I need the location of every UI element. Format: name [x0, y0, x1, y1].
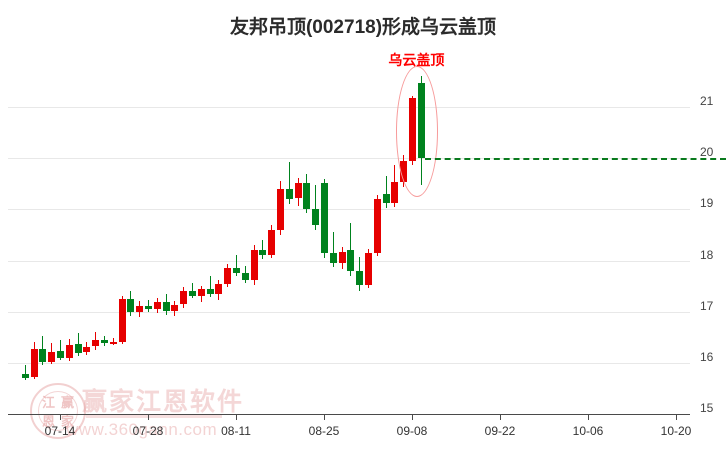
- x-tick-10-20: [676, 414, 677, 420]
- candle-body: [118, 299, 126, 343]
- candle-body: [206, 289, 214, 295]
- y-tick-label-21: 21: [700, 94, 714, 108]
- candle-body: [39, 348, 47, 362]
- y-tick-label-20: 20: [700, 145, 714, 160]
- x-tick-09-22: [500, 414, 501, 420]
- seal-char-3: 家: [60, 414, 74, 429]
- candle-body: [74, 344, 82, 353]
- candle-wick: [209, 275, 211, 298]
- x-tick-label-09-22: 09-22: [484, 424, 516, 438]
- candle-body: [145, 305, 152, 309]
- pattern-annotation-label: 乌云盖顶: [388, 52, 445, 68]
- x-tick-label-07-14: 07-14: [44, 424, 76, 438]
- y-tick-label-17: 17: [700, 298, 714, 313]
- x-tick-label-08-11: 08-11: [221, 424, 251, 438]
- watermark-underline: [86, 415, 222, 418]
- gridline-19: [8, 209, 690, 211]
- candle-body: [30, 348, 38, 378]
- candle-body: [294, 182, 302, 199]
- x-tick-08-25: [324, 414, 325, 420]
- candle-body: [48, 351, 56, 362]
- candle-body: [277, 188, 284, 230]
- candle-wick: [350, 222, 352, 276]
- candle-body: [250, 250, 258, 280]
- candle-body: [180, 291, 188, 305]
- candle-body: [127, 299, 135, 312]
- gridline-21: [8, 107, 690, 108]
- x-tick-label-07-28: 07-28: [132, 424, 164, 438]
- candle-body: [197, 289, 205, 297]
- gridline-20: [8, 158, 690, 160]
- x-tick-label-10-06: 10-06: [572, 424, 604, 438]
- candle-wick: [262, 240, 264, 260]
- target-price-line: [424, 158, 726, 161]
- candle-body: [21, 374, 29, 379]
- watermark-seal: 江 赢 恩 家: [30, 383, 86, 439]
- x-tick-label-10-20: 10-20: [660, 424, 692, 438]
- candle-body: [109, 342, 117, 345]
- x-tick-08-11: [236, 414, 237, 420]
- page-title: 友邦吊顶(002718)形成乌云盖顶: [229, 17, 497, 38]
- watermark-url: www.360gann.com: [66, 420, 218, 439]
- x-tick-07-28: [148, 414, 149, 420]
- y-tick-label-16: 16: [700, 349, 714, 364]
- seal-char-1: 赢: [60, 395, 74, 410]
- candle-wick: [288, 162, 290, 205]
- candle-body: [321, 182, 328, 254]
- candle-body: [189, 291, 196, 297]
- candle-body: [171, 304, 179, 311]
- candle-body: [259, 250, 267, 256]
- candle-wick: [385, 175, 387, 209]
- y-tick-label-18: 18: [700, 247, 714, 262]
- candle-body: [241, 272, 249, 280]
- candle-body: [312, 209, 320, 225]
- candle-body: [153, 302, 161, 309]
- gridline-17: [8, 311, 690, 313]
- candle-wick: [112, 338, 114, 346]
- candle-wick: [332, 231, 334, 267]
- candle-wick: [315, 184, 317, 230]
- candle-wick: [236, 255, 237, 276]
- candle-body: [57, 350, 64, 358]
- x-axis-line: [8, 414, 690, 415]
- candle-wick: [24, 365, 26, 381]
- candle-body: [101, 340, 108, 344]
- candle-body: [65, 345, 73, 358]
- watermark-brand: 赢家江恩软件: [82, 388, 245, 416]
- candle-body: [83, 347, 91, 352]
- candle-body: [373, 199, 381, 254]
- x-tick-09-08: [412, 414, 413, 420]
- candle-body: [162, 302, 170, 311]
- candle-body: [285, 188, 293, 200]
- gridline-16: [8, 362, 690, 364]
- candle-body: [268, 229, 276, 256]
- candle-wick: [60, 339, 61, 361]
- candle-body: [356, 270, 364, 286]
- chart-plot-area: [8, 56, 690, 414]
- x-tick-10-06: [588, 414, 589, 420]
- seal-char-0: 江: [41, 395, 55, 410]
- candle-body: [303, 182, 311, 210]
- candle-body: [382, 193, 390, 204]
- seal-char-2: 恩: [41, 414, 55, 429]
- watermark-seal-inner: 江 赢 恩 家: [38, 391, 78, 431]
- y-tick-label-19: 19: [700, 196, 714, 211]
- candle-body: [338, 252, 346, 263]
- x-tick-07-14: [60, 414, 61, 420]
- candle-body: [92, 340, 100, 347]
- candle-body: [136, 305, 144, 312]
- candle-body: [224, 267, 232, 285]
- candle-wick: [192, 283, 193, 299]
- pattern-highlight-ellipse: [396, 66, 439, 197]
- candle-body: [215, 284, 223, 295]
- candle-body: [329, 253, 337, 263]
- x-tick-label-09-08: 09-08: [396, 424, 428, 438]
- candle-body: [347, 250, 355, 271]
- candle-body: [365, 253, 372, 286]
- x-tick-label-08-25: 08-25: [308, 424, 340, 438]
- y-tick-label-15: 15: [700, 401, 714, 415]
- candle-body: [233, 267, 240, 273]
- candle-body: [391, 181, 399, 204]
